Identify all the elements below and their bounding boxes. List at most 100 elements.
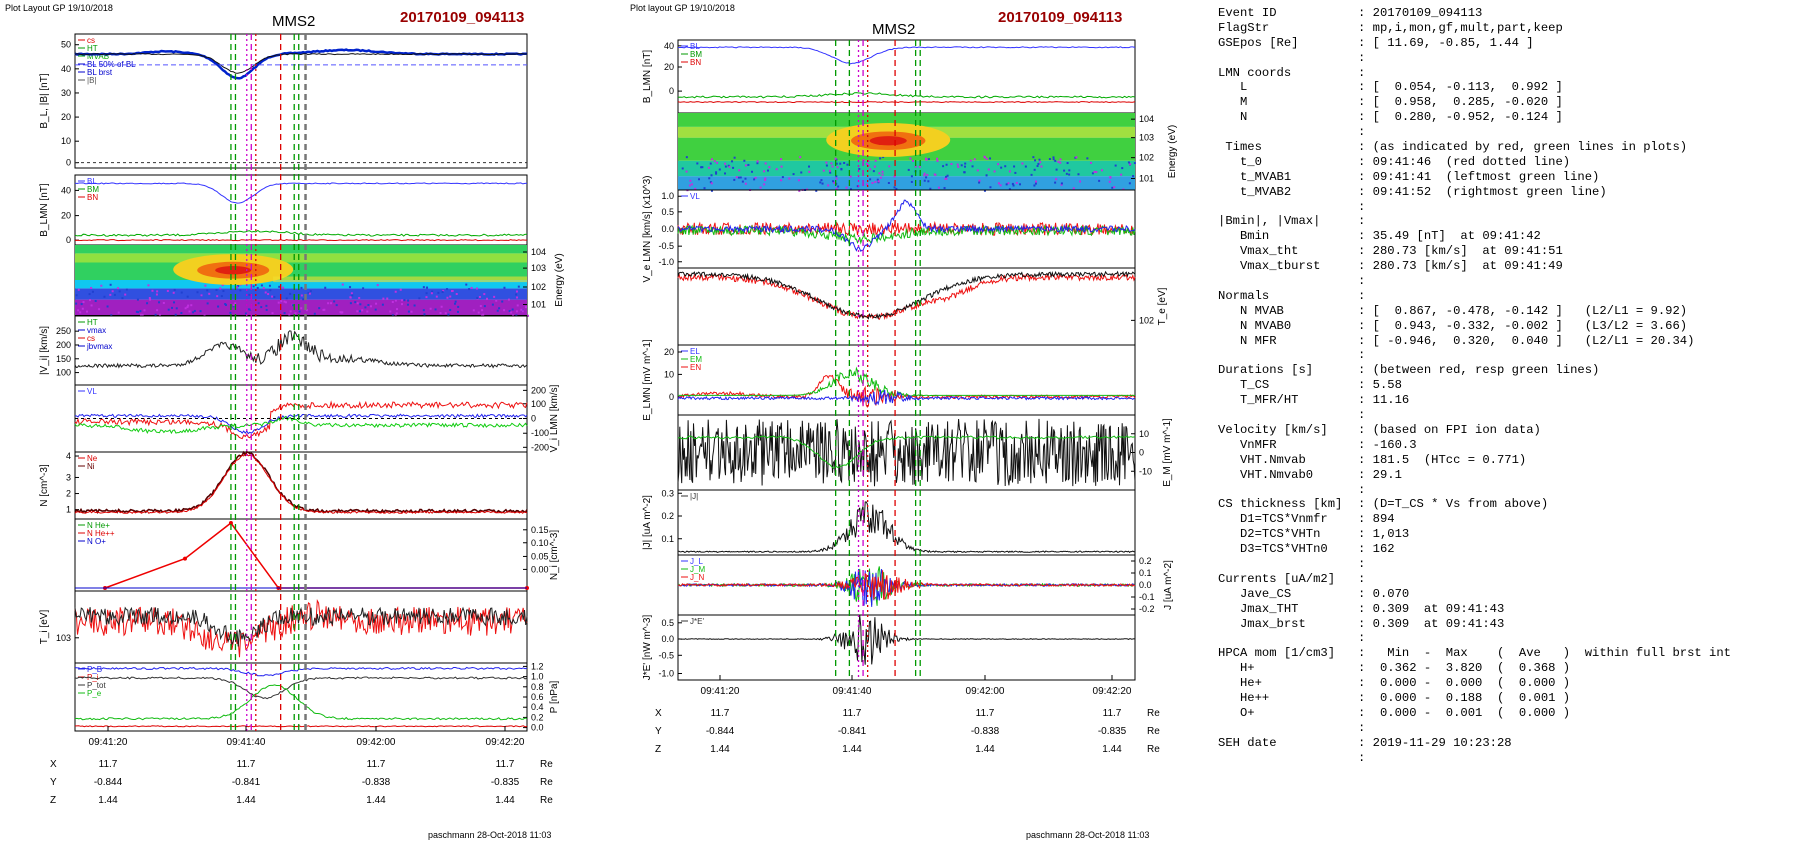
left-spectrogram-speckle [219, 287, 222, 290]
mid-spectrogram-speckle [1055, 168, 1058, 171]
mid-spectrogram-speckle [835, 175, 838, 178]
mid-ytick-label: 0 [669, 392, 674, 402]
mid-spectrogram-speckle [874, 159, 877, 162]
mid-spectrogram-speckle [767, 169, 770, 172]
left-spectrogram-speckle [406, 303, 409, 306]
mid-spectrogram-speckle [713, 160, 716, 163]
summary-row: M: [ 0.958, 0.285, -0.020 ] [1218, 95, 1798, 110]
left-ytick-label: 200 [56, 340, 71, 350]
mid-spectrogram-speckle [781, 176, 784, 179]
left-spectrogram-speckle [498, 307, 501, 310]
mid-spectrogram-speckle [1035, 180, 1038, 183]
mid-spectrogram-speckle [1120, 173, 1123, 176]
mid-spectrogram-speckle [946, 174, 949, 177]
summary-value: : [1358, 214, 1366, 229]
left-ytick-label: 0.15 [531, 525, 549, 535]
summary-value: : 0.000 - 0.000 ( 0.000 ) [1358, 676, 1571, 691]
mid-ephem-value: 1.44 [1102, 744, 1122, 755]
left-spectrogram-speckle [192, 311, 195, 314]
instrument-title-left: MMS2 [272, 13, 315, 30]
mid-spectrogram-speckle [1066, 162, 1069, 165]
mid-en-line [677, 374, 1136, 408]
left-spectrogram-speckle [510, 311, 513, 314]
mid-spectrogram-speckle [879, 176, 882, 179]
mid-legend-label: |J| [690, 492, 698, 501]
mid-spectrogram-speckle [879, 157, 882, 160]
mid-spectrogram-speckle [942, 165, 945, 168]
left-spectrogram-speckle [173, 288, 176, 291]
mid-spectrogram-speckle [865, 162, 868, 165]
left-spectrogram-speckle [216, 295, 219, 298]
summary-key: Jave_CS [1218, 586, 1292, 601]
summary-row: t_0: 09:41:46 (red dotted line) [1218, 155, 1798, 170]
left-spectrogram-speckle [361, 309, 364, 312]
left-spectrogram-speckle [90, 286, 93, 289]
left-spectrogram-speckle [327, 302, 330, 305]
summary-value: : [1358, 65, 1366, 80]
left-ne-line [74, 453, 528, 515]
left-spectrogram-speckle [516, 304, 519, 307]
left-ephem-value: 1.44 [366, 795, 386, 806]
mid-spectrogram-speckle [1011, 182, 1014, 185]
mid-ytick-label: 10 [1139, 429, 1149, 439]
mid-ephem-value: -0.841 [838, 726, 867, 737]
mid-spectrogram-speckle [1018, 183, 1021, 186]
left-xtick-label: 09:42:00 [357, 737, 396, 748]
left-spectrogram-speckle [167, 308, 170, 311]
left-spectrogram-speckle [515, 314, 518, 317]
summary-value: : 181.5 (HTcc = 0.771) [1358, 452, 1527, 467]
left-ytick-label: 250 [56, 326, 71, 336]
left-spectrogram-speckle [442, 289, 445, 292]
left-spectrogram-speckle [431, 290, 434, 293]
mid-spectrogram-speckle [703, 187, 706, 190]
left-pb-line [74, 676, 528, 700]
mid-spectrogram-speckle [1132, 175, 1135, 178]
left-spectrogram-speckle [485, 297, 488, 300]
mid-spectrogram-speckle [775, 168, 778, 171]
summary-row: FlagStr: mp,i,mon,gf,mult,part,keep [1218, 21, 1798, 36]
left-spectrogram-speckle [151, 289, 154, 292]
left-legend-label: BN [87, 193, 98, 202]
mid-spectrogram-peak [869, 136, 907, 146]
mid-spectrogram-speckle [1075, 156, 1078, 159]
summary-value: : (between red, resp green lines) [1358, 363, 1600, 378]
left-ytick-label: 101 [531, 300, 546, 310]
mid-spectrogram-speckle [731, 160, 734, 163]
mid-spectrogram-speckle [837, 185, 840, 188]
mid-spectrogram-speckle [846, 163, 849, 166]
mid-xtick-label: 09:41:40 [833, 686, 872, 697]
left-spectrogram-speckle [117, 311, 120, 314]
mid-spectrogram-speckle [724, 162, 727, 165]
left-ylabel: B_LMN [nT] [39, 183, 50, 237]
summary-row: : [1218, 125, 1798, 140]
mid-ytick-label: 20 [664, 347, 674, 357]
left-spectrogram-speckle [476, 297, 479, 300]
left-spectrogram-speckle [224, 303, 227, 306]
mid-spectrogram-speckle [985, 174, 988, 177]
left-spectrogram-speckle [503, 286, 506, 289]
mid-spectrogram-speckle [945, 177, 948, 180]
left-legend-label: MVAB [87, 52, 109, 61]
summary-value: : [1358, 571, 1366, 586]
mid-legend-label: EM [690, 355, 702, 364]
summary-row: |Bmin|, |Vmax|: [1218, 214, 1798, 229]
left-spectrogram-speckle [386, 297, 389, 300]
left-spectrogram-speckle [394, 299, 397, 302]
mid-spectrogram-speckle [1077, 173, 1080, 176]
summary-key: VHT.Nmvab0 [1218, 467, 1314, 482]
mid-spectrogram-speckle [835, 177, 838, 180]
mid-spectrogram-speckle [1113, 186, 1116, 189]
left-legend-label: BL [87, 177, 97, 186]
left-spectrogram-speckle [200, 294, 203, 297]
left-spectrogram-speckle [237, 284, 240, 287]
summary-key: N MFR [1218, 333, 1277, 348]
left-spectrogram-speckle [186, 295, 189, 298]
summary-key: Normals [1218, 288, 1270, 303]
mid-ylabel: Energy (eV) [1167, 125, 1178, 178]
left-ephem-value: 11.7 [367, 759, 386, 770]
mid-spectrogram-speckle [1000, 166, 1003, 169]
left-spectrogram-speckle [271, 312, 274, 315]
left-ephem-value: -0.841 [232, 777, 261, 788]
mid-spectrogram-speckle [874, 181, 877, 184]
